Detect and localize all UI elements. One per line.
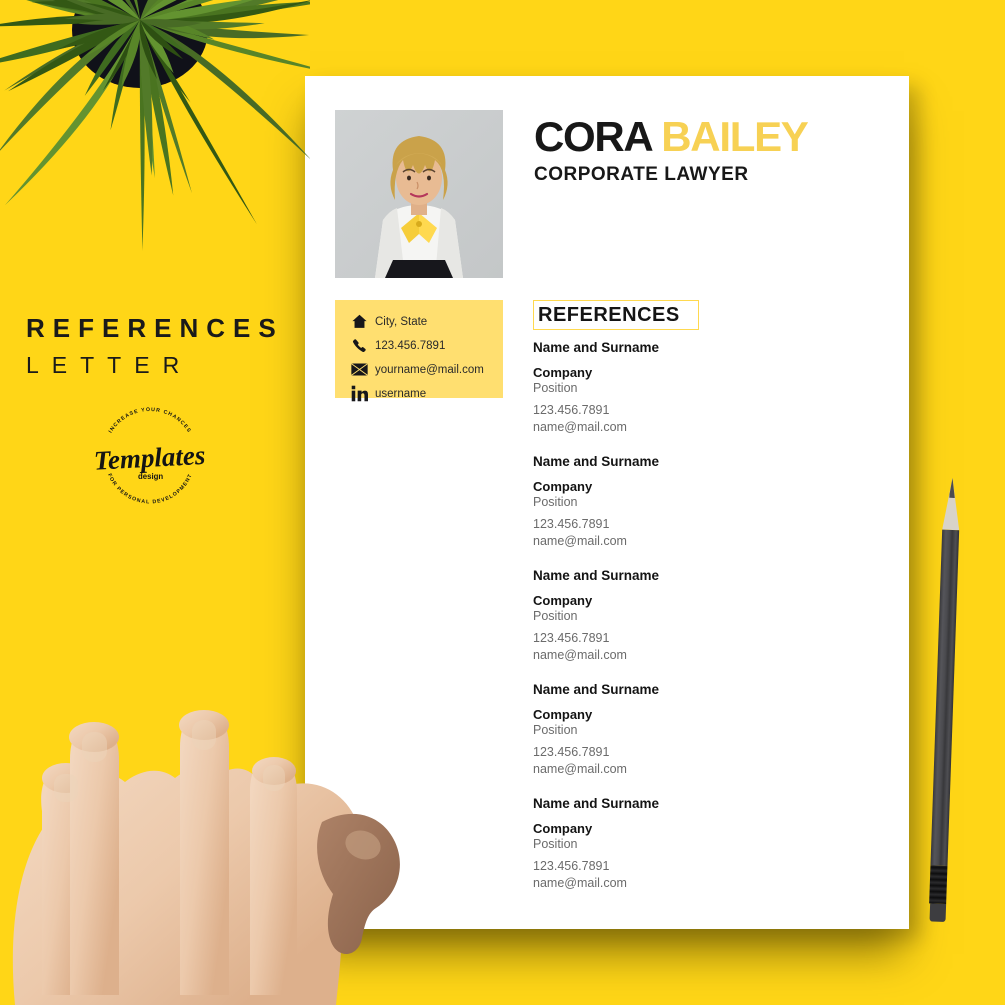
svg-text:INCREASE YOUR CHANCES: INCREASE YOUR CHANCES [108,407,192,434]
svg-text:design: design [138,472,163,481]
svg-text:Templates: Templates [93,440,206,476]
